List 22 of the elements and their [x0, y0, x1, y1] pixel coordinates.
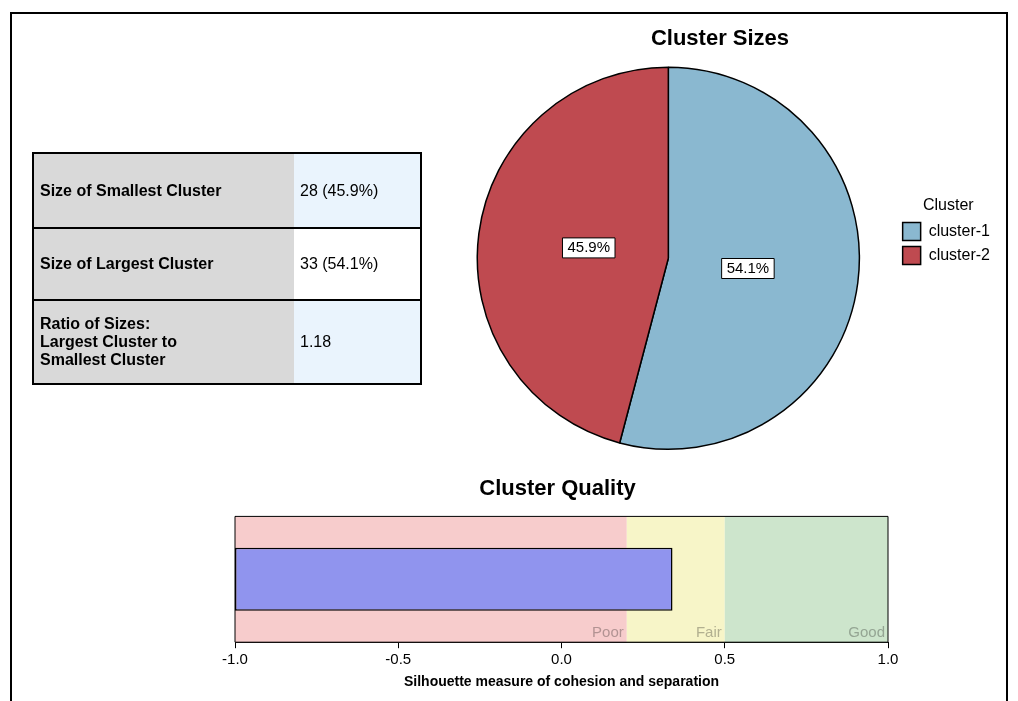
text: 1.18	[294, 300, 421, 384]
text: Ratio of Sizes: Largest Cluster to Smallest Cluster	[33, 300, 294, 384]
text: Size of Largest Cluster	[33, 228, 294, 300]
data-label: 45.9%	[567, 238, 611, 256]
text: 28 (45.9%)	[294, 153, 421, 228]
data-label: 54.1%	[726, 258, 770, 276]
chart-title: Cluster Quality	[479, 475, 637, 501]
band-label: Fair	[695, 622, 722, 640]
band-label: Poor	[592, 622, 624, 640]
x-axis-title: Silhouette measure of cohesion and separation	[403, 673, 720, 690]
x-tick-label: 1.0	[877, 650, 899, 668]
x-tick-label: -0.5	[385, 650, 412, 668]
x-tick-label: 0.0	[551, 650, 572, 668]
x-tick-label: 0.5	[714, 650, 736, 668]
band-label: Good	[848, 622, 885, 640]
text: 33 (54.1%)	[294, 228, 421, 300]
legend-label: cluster-2	[928, 246, 991, 264]
text: Size of Smallest Cluster	[33, 153, 294, 228]
chart-title: Cluster Sizes	[650, 25, 790, 51]
legend-label: cluster-1	[928, 222, 991, 240]
legend-title: Cluster	[922, 195, 975, 213]
x-tick-label: -1.0	[222, 650, 248, 668]
